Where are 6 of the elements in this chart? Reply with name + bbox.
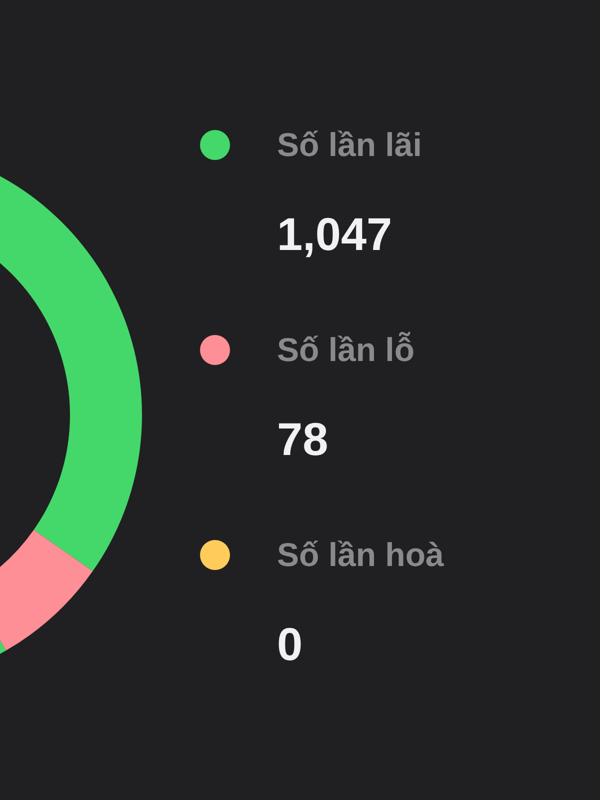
text: 0 [277, 618, 303, 670]
legend-label: Số lần hoà [277, 536, 444, 573]
data-label: 1,047 [277, 208, 392, 260]
legend-label: Số lần lãi [277, 126, 422, 163]
legend-label: Số lần lỗ [277, 331, 415, 368]
data-label: 78 [277, 413, 328, 465]
